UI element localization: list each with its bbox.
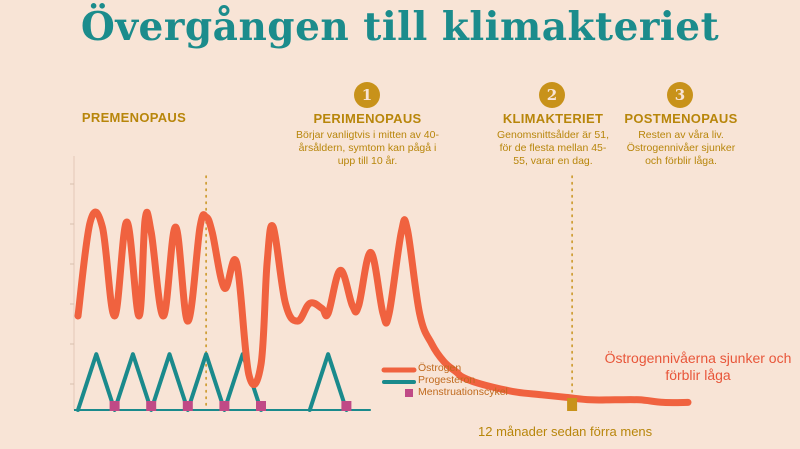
page-title: Övergången till klimakteriet <box>80 4 720 50</box>
menstruation-marker-5 <box>256 401 266 411</box>
phase-badge-2: 2 <box>539 82 565 108</box>
progesterone-line-1 <box>76 352 263 412</box>
phase-menopause-desc: Genomsnittsålder är 51, för de flesta me… <box>496 129 610 167</box>
last-period-note: 12 månader sedan förra mens <box>478 424 653 439</box>
phase-postmenopause: POSTMENOPAUS Resten av våra liv. Östroge… <box>618 111 744 168</box>
legend-menstruation-swatch <box>405 389 413 397</box>
legend-menstruation-label: Menstruationscykel <box>418 386 508 398</box>
phase-perimenopause-label: PERIMENOPAUS <box>313 111 422 126</box>
phase-badge-1: 1 <box>354 82 380 108</box>
phase-menopause: KLIMAKTERIET Genomsnittsålder är 51, för… <box>494 111 612 168</box>
menstruation-marker-1 <box>109 401 120 411</box>
last-period-marker <box>567 398 578 411</box>
phase-premenopause: PREMENOPAUS <box>64 110 204 125</box>
phase-postmenopause-label: POSTMENOPAUS <box>624 111 738 126</box>
menstruation-marker-2 <box>146 401 157 411</box>
legend-progesterone-label: Progesteron <box>418 374 476 386</box>
phase-badge-3: 3 <box>667 82 693 108</box>
menstruation-marker-3 <box>182 401 193 411</box>
phase-menopause-label: KLIMAKTERIET <box>502 111 604 126</box>
estrogen-line <box>74 208 692 407</box>
menstruation-marker-4 <box>219 401 230 411</box>
estrogen-note: Östrogennivåerna sjunker och förblir låg… <box>604 350 792 383</box>
phase-perimenopause: PERIMENOPAUS Börjar vanligtvis i mitten … <box>290 111 445 168</box>
phase-perimenopause-desc: Börjar vanligtvis i mitten av 40-årsålde… <box>296 129 439 167</box>
legend-estrogen-label: Östrogen <box>418 362 462 374</box>
progesterone-line-2 <box>307 352 349 412</box>
menstruation-marker-6 <box>341 401 352 411</box>
phase-postmenopause-desc: Resten av våra liv. Östrogennivåer sjunk… <box>626 129 736 167</box>
phase-premenopause-label: PREMENOPAUS <box>81 110 187 125</box>
